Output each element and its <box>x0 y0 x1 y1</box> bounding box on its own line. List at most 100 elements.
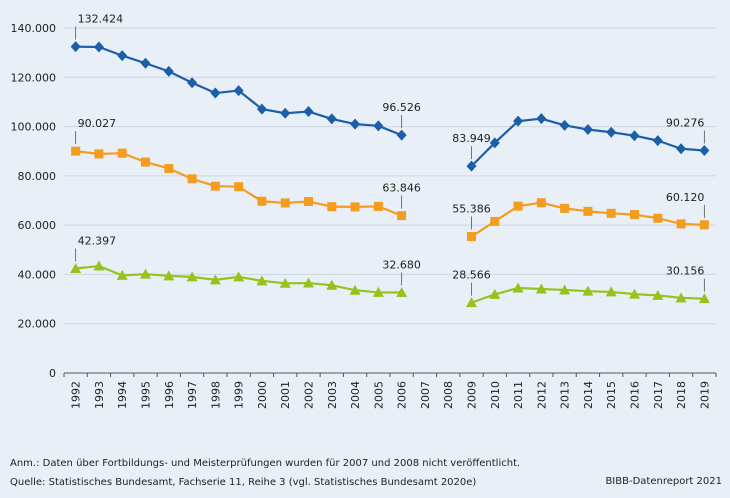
data-label: 55.386 <box>452 203 491 216</box>
data-point <box>676 219 686 229</box>
data-point <box>140 268 151 279</box>
data-point <box>396 129 407 141</box>
data-label: 63.846 <box>382 182 421 195</box>
data-point <box>652 289 664 300</box>
data-point <box>187 77 198 89</box>
x-tick-label: 2000 <box>256 381 269 409</box>
data-point <box>512 282 524 293</box>
data-point <box>467 232 476 242</box>
x-tick-label: 2002 <box>303 381 316 409</box>
data-point <box>350 118 361 130</box>
data-point <box>373 120 384 132</box>
series-gesamt <box>70 41 710 172</box>
data-point <box>349 284 361 295</box>
x-tick-label: 1998 <box>209 381 222 409</box>
footnote: Anm.: Daten über Fortbildungs- und Meist… <box>10 458 521 469</box>
data-point <box>233 271 245 282</box>
data-point <box>513 201 523 211</box>
line-chart: 0 20.000 40.000 60.000 80.000 100.000 120.000 1… <box>11 13 717 409</box>
data-point <box>163 270 175 281</box>
y-tick-label: 120.000 <box>11 71 57 84</box>
data-point <box>582 124 593 136</box>
data-point <box>536 198 546 208</box>
data-point <box>606 126 617 138</box>
data-point <box>280 198 290 208</box>
data-point <box>630 210 639 220</box>
data-label: 132.424 <box>78 13 124 26</box>
data-point <box>513 115 524 127</box>
data-point <box>210 181 220 191</box>
data-point <box>93 41 104 53</box>
x-tick-label: 1993 <box>93 381 106 409</box>
data-point <box>559 284 571 295</box>
y-tick-label: 140.000 <box>11 22 57 35</box>
data-point <box>652 135 663 147</box>
x-tick-label: 1995 <box>140 381 153 409</box>
data-point <box>209 274 221 285</box>
y-tick-label: 100.000 <box>11 121 57 134</box>
data-point <box>117 148 127 158</box>
data-point <box>653 213 663 223</box>
data-label: 42.397 <box>78 235 117 248</box>
data-point <box>396 286 408 297</box>
x-tick-label: 2015 <box>605 381 618 409</box>
x-tick-label: 1996 <box>163 381 176 409</box>
data-label: 32.680 <box>382 258 421 271</box>
data-point <box>256 275 268 286</box>
data-series <box>70 41 710 308</box>
data-label: 90.276 <box>666 117 705 130</box>
data-label: 90.027 <box>78 117 117 130</box>
data-point <box>676 143 687 155</box>
data-point <box>279 277 291 288</box>
x-tick-label: 2016 <box>629 381 642 409</box>
data-label: 60.120 <box>666 191 705 204</box>
data-label: 28.566 <box>452 269 491 282</box>
data-point <box>582 285 594 296</box>
data-point <box>466 160 477 172</box>
x-tick-label: 2013 <box>559 381 572 409</box>
y-tick-label: 40.000 <box>18 268 57 281</box>
data-point <box>70 41 81 53</box>
x-tick-label: 2005 <box>372 381 385 409</box>
x-tick-label: 2004 <box>349 381 362 409</box>
data-point <box>280 107 291 119</box>
x-tick-label: 1992 <box>70 381 83 409</box>
y-tick-label: 20.000 <box>18 318 57 331</box>
data-point <box>629 130 640 142</box>
x-tick-label: 2009 <box>466 381 479 409</box>
series-männer <box>71 146 709 242</box>
x-tick-label: 2001 <box>279 381 292 409</box>
data-point <box>116 269 128 280</box>
data-point <box>326 279 338 290</box>
data-point <box>71 146 81 156</box>
data-point <box>117 50 128 62</box>
source-note: Quelle: Statistisches Bundesamt, Fachser… <box>10 477 477 488</box>
data-point <box>140 57 151 69</box>
data-point <box>164 163 174 173</box>
x-tick-label: 1997 <box>186 381 199 409</box>
y-tick-label: 0 <box>49 367 56 380</box>
series-frauen <box>70 260 710 308</box>
data-point <box>605 286 617 297</box>
data-callouts: 132.424 96.526 83.949 90.276 90.027 63.846 55.… <box>75 13 705 296</box>
x-tick-label: 2006 <box>396 381 409 409</box>
data-point <box>70 263 82 274</box>
data-point <box>93 260 105 271</box>
data-point <box>350 202 360 212</box>
data-point <box>699 220 709 230</box>
data-point <box>535 283 547 294</box>
data-point <box>163 65 174 77</box>
data-point <box>303 106 314 118</box>
data-point <box>234 182 244 192</box>
x-tick-label: 2017 <box>652 381 665 409</box>
x-tick-label: 2014 <box>582 381 595 409</box>
data-point <box>559 119 570 131</box>
x-tick-label: 2007 <box>419 381 432 409</box>
data-point <box>187 174 197 184</box>
data-point <box>536 113 547 125</box>
data-point <box>304 196 313 206</box>
data-point <box>675 292 687 303</box>
x-tick-label: 2003 <box>326 381 339 409</box>
data-point <box>210 87 221 99</box>
x-tick-label: 2019 <box>698 381 711 409</box>
